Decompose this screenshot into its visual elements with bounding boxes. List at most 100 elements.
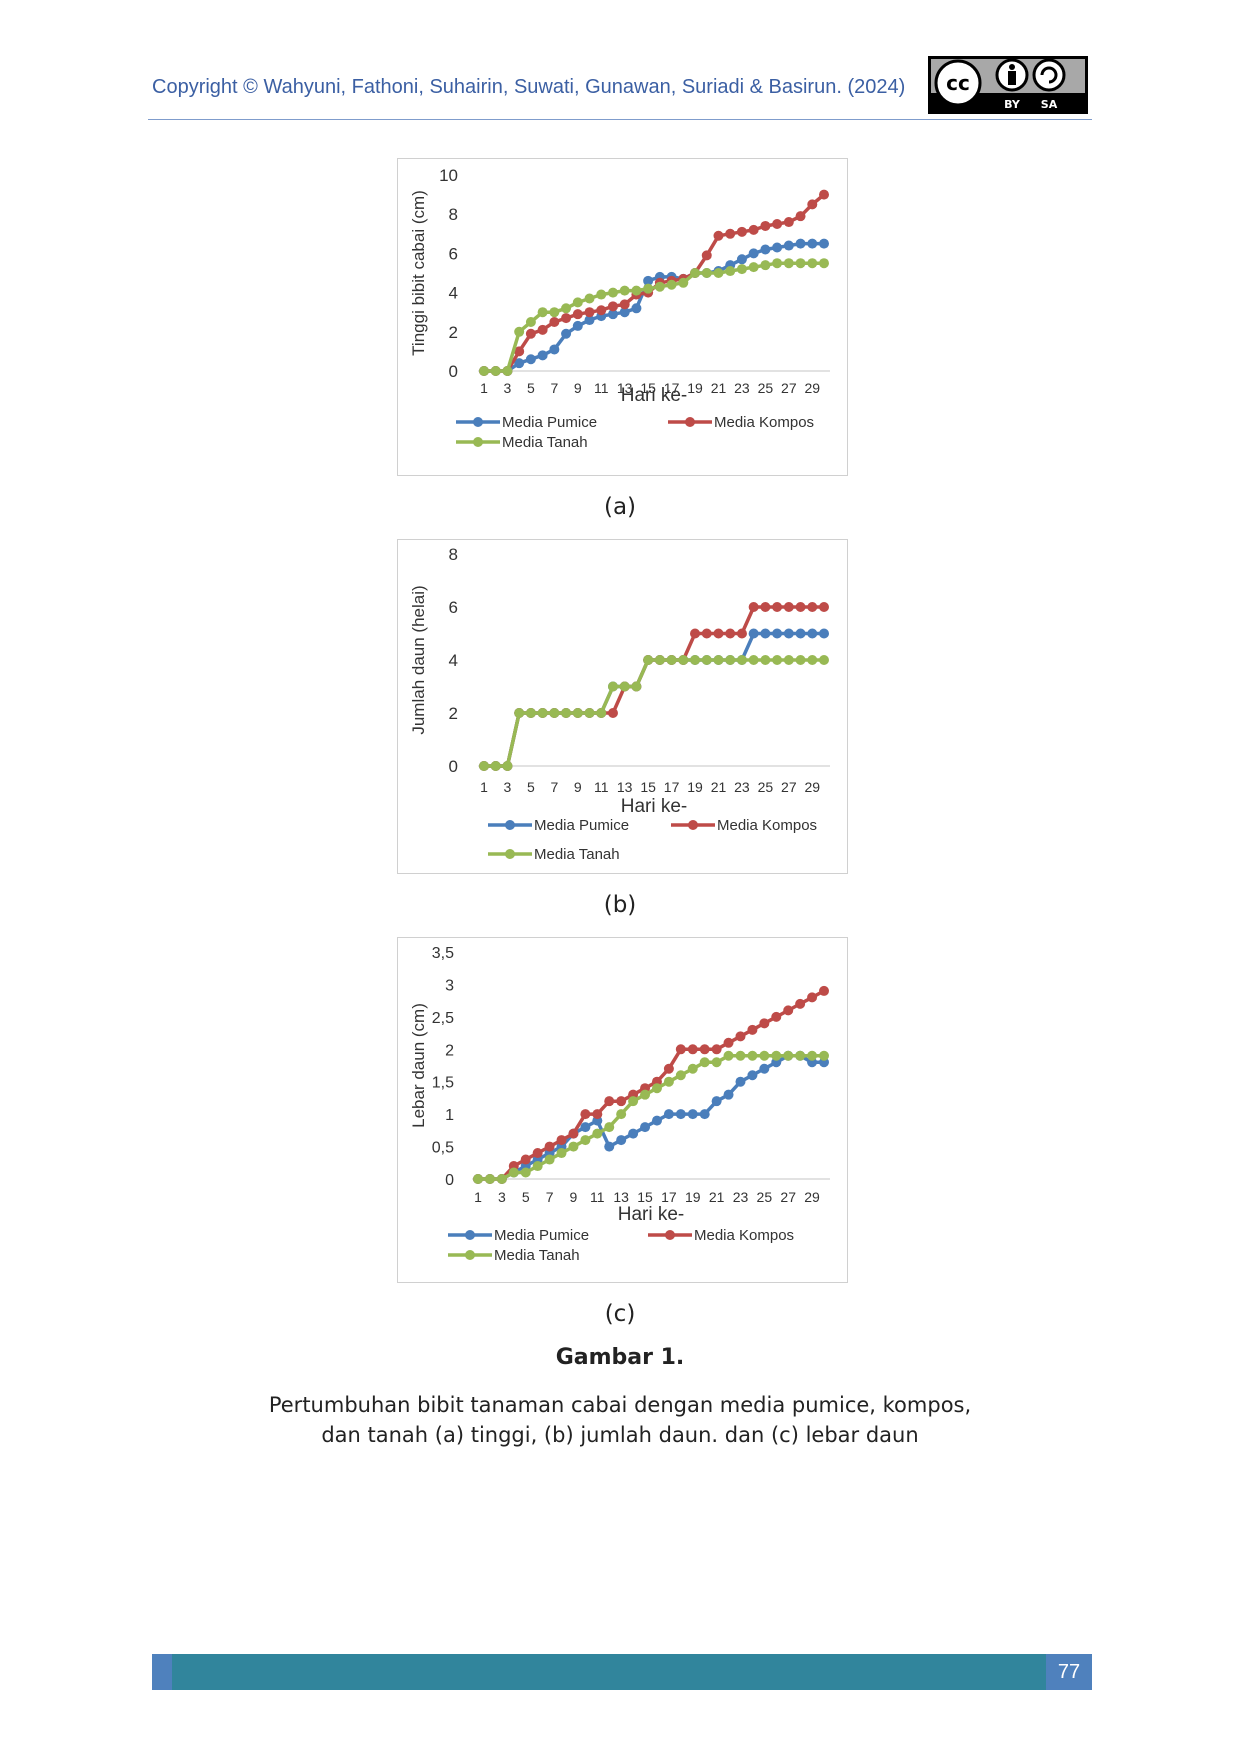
data-point-tanah: [747, 1050, 758, 1061]
data-point-tanah: [473, 1174, 483, 1184]
legend-swatch-marker: [665, 1230, 675, 1240]
data-point-pumice: [572, 320, 583, 331]
panel-label-b: (b): [603, 892, 637, 918]
data-point-tanah: [666, 655, 677, 665]
legend-swatch-marker: [473, 417, 483, 427]
data-point-kompos: [819, 189, 829, 200]
data-point-kompos: [819, 985, 829, 996]
legend-item-pumice: Media Pumice: [456, 414, 597, 431]
series-tanah: [479, 258, 829, 376]
data-point-tanah: [772, 655, 783, 665]
share-alike-icon: [1032, 58, 1066, 92]
x-tick-label: 19: [687, 779, 703, 795]
legend-swatch-marker: [505, 849, 515, 859]
data-point-tanah: [759, 1050, 770, 1061]
data-point-tanah: [537, 708, 548, 718]
data-point-tanah: [711, 1057, 722, 1068]
data-point-kompos: [701, 250, 712, 261]
x-tick-label: 23: [734, 380, 750, 396]
y-axis-title: Tinggi bibit cabai (cm): [409, 190, 428, 356]
data-point-kompos: [592, 1109, 603, 1120]
data-point-kompos: [663, 1063, 674, 1074]
data-point-pumice: [723, 1089, 734, 1100]
y-tick-label: 6: [449, 598, 458, 617]
x-tick-label: 15: [640, 779, 656, 795]
data-point-pumice: [514, 358, 525, 369]
x-tick-label: 17: [664, 779, 680, 795]
data-point-kompos: [561, 313, 572, 324]
data-point-tanah: [699, 1057, 710, 1068]
caption-line-1: Pertumbuhan bibit tanaman cabai dengan m…: [268, 1393, 972, 1417]
data-point-pumice: [795, 238, 806, 249]
data-point-tanah: [619, 681, 630, 692]
data-point-tanah: [490, 761, 501, 771]
data-point-pumice: [783, 240, 794, 251]
legend-label: Media Kompos: [694, 1227, 794, 1244]
data-point-tanah: [807, 1050, 818, 1061]
x-tick-label: 3: [504, 779, 512, 795]
x-tick-label: 1: [480, 380, 488, 396]
y-tick-label: 0: [449, 362, 458, 381]
legend-label: Media Tanah: [494, 1247, 580, 1264]
legend-item-kompos: Media Kompos: [648, 1227, 794, 1244]
data-point-tanah: [701, 655, 712, 665]
data-point-tanah: [580, 1135, 591, 1146]
data-point-tanah: [795, 1050, 806, 1061]
x-tick-label: 9: [574, 380, 582, 396]
data-point-tanah: [819, 655, 829, 665]
data-point-tanah: [479, 761, 489, 771]
x-tick-label: 11: [594, 380, 609, 396]
data-point-tanah: [556, 1148, 567, 1159]
data-point-tanah: [713, 268, 724, 278]
x-tick-label: 11: [590, 1189, 605, 1205]
data-point-kompos: [725, 228, 736, 239]
data-point-pumice: [807, 628, 818, 639]
data-point-kompos: [783, 1005, 794, 1016]
data-point-tanah: [604, 1122, 615, 1133]
data-point-kompos: [760, 602, 771, 612]
x-tick-label: 3: [504, 380, 512, 396]
data-point-kompos: [711, 1044, 722, 1055]
x-tick-label: 5: [527, 779, 535, 795]
data-point-kompos: [713, 628, 724, 639]
data-point-tanah: [584, 708, 595, 718]
data-point-pumice: [699, 1109, 710, 1120]
data-point-tanah: [690, 655, 701, 665]
y-tick-label: 3,5: [432, 945, 454, 962]
data-point-tanah: [783, 258, 794, 269]
y-tick-label: 3: [445, 977, 454, 994]
x-tick-label: 23: [733, 1189, 749, 1205]
x-tick-label: 25: [758, 779, 774, 795]
data-point-tanah: [783, 655, 794, 665]
x-tick-label: 25: [757, 1189, 773, 1205]
figure-caption: Pertumbuhan bibit tanaman cabai dengan m…: [250, 1390, 990, 1450]
data-point-pumice: [772, 242, 783, 253]
y-axis-title: Jumlah daun (helai): [409, 585, 428, 734]
data-point-tanah: [514, 708, 525, 718]
data-point-tanah: [607, 287, 618, 298]
y-tick-label: 6: [449, 244, 458, 263]
x-tick-label: 25: [758, 380, 774, 396]
legend-item-pumice: Media Pumice: [448, 1227, 589, 1244]
data-point-pumice: [759, 1063, 770, 1074]
data-point-kompos: [807, 992, 818, 1003]
y-tick-label: 2: [445, 1042, 454, 1059]
x-tick-label: 29: [804, 779, 820, 795]
x-tick-label: 15: [640, 380, 656, 396]
data-point-tanah: [568, 1141, 579, 1152]
data-point-kompos: [713, 230, 724, 241]
x-tick-label: 21: [709, 1189, 725, 1205]
y-axis-title: Lebar daun (cm): [409, 1003, 428, 1128]
x-tick-label: 9: [574, 779, 582, 795]
x-axis-title: Hari ke-: [618, 1204, 685, 1225]
chart-c-leaf-width: 0 0,5 1 1,5 2 2,5 3 3,5 1 3 5 7 9 11 13 15 17 19 21 23 25 27 2…: [397, 937, 848, 1283]
data-point-tanah: [596, 289, 607, 300]
data-point-tanah: [760, 260, 771, 271]
data-point-pumice: [549, 344, 560, 355]
data-point-tanah: [520, 1167, 531, 1178]
legend-label: Media Pumice: [494, 1227, 589, 1244]
data-point-kompos: [819, 602, 829, 612]
data-point-tanah: [795, 655, 806, 665]
data-point-tanah: [619, 285, 630, 296]
data-point-tanah: [631, 285, 642, 296]
